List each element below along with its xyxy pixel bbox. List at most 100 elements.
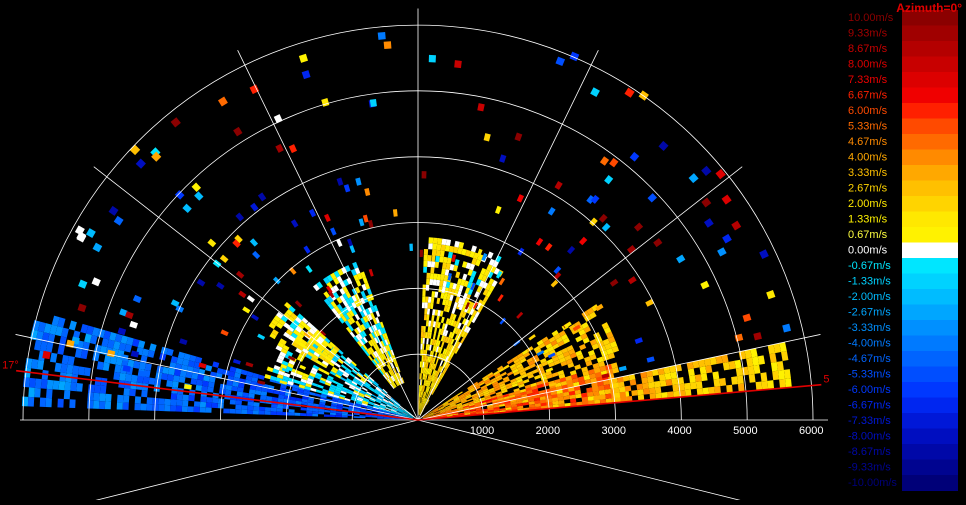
velocity-cell: [422, 290, 425, 296]
velocity-cell: [312, 414, 318, 417]
velocity-cell: [177, 394, 183, 400]
velocity-cell: [253, 402, 259, 407]
velocity-cell: [207, 387, 214, 393]
velocity-cell: [317, 384, 323, 388]
velocity-cell: [499, 278, 505, 286]
velocity-cell: [756, 381, 763, 390]
velocity-cell: [766, 290, 775, 299]
colorbar-label: 2.00m/s: [848, 198, 888, 210]
colorbar-label: 0.67m/s: [848, 229, 888, 241]
colorbar-label: -8.67m/s: [848, 446, 891, 458]
velocity-cell: [743, 314, 752, 322]
velocity-cell: [507, 371, 513, 376]
velocity-cell: [551, 280, 559, 288]
colorbar-label: -0.67m/s: [848, 260, 891, 272]
velocity-cell: [569, 52, 579, 62]
velocity-cell: [422, 344, 424, 350]
velocity-cell: [753, 365, 760, 374]
velocity-cell: [277, 405, 283, 409]
colorbar-label: 2.67m/s: [848, 183, 888, 195]
velocity-cell: [60, 364, 67, 374]
velocity-cell: [158, 398, 164, 405]
velocity-cell: [426, 279, 430, 285]
velocity-cell: [605, 389, 612, 395]
velocity-cell: [434, 327, 437, 333]
velocity-cell: [252, 251, 260, 259]
velocity-cell: [135, 396, 141, 403]
velocity-cell: [93, 401, 99, 409]
velocity-cell: [301, 407, 307, 410]
velocity-cell: [660, 380, 667, 387]
velocity-cell: [337, 177, 344, 185]
colorbar-label: -5.33m/s: [848, 369, 891, 381]
velocity-cell: [66, 364, 73, 373]
velocity-cell: [306, 411, 312, 414]
velocity-cell: [238, 291, 246, 299]
velocity-cell: [600, 156, 609, 165]
velocity-cell: [87, 392, 93, 400]
velocity-cell: [247, 406, 253, 411]
velocity-cell: [421, 326, 424, 332]
velocity-cell: [690, 382, 697, 389]
velocity-cell: [205, 407, 211, 412]
velocity-cell: [233, 359, 241, 365]
velocity-cell: [671, 378, 678, 385]
velocity-cell: [174, 369, 181, 376]
velocity-cell: [627, 245, 636, 254]
velocity-cell: [429, 279, 433, 285]
velocity-cell: [258, 192, 266, 201]
velocity-cell: [440, 250, 445, 256]
velocity-cell: [84, 367, 91, 376]
colorbar-swatch: [902, 382, 958, 398]
velocity-cell: [245, 362, 253, 367]
velocity-cell: [441, 317, 445, 323]
velocity-cell: [114, 365, 121, 373]
velocity-cell: [590, 87, 600, 97]
velocity-cell: [200, 407, 206, 413]
elevation-label: 17°: [2, 360, 19, 372]
velocity-cell: [236, 400, 242, 405]
velocity-cell: [78, 280, 87, 289]
velocity-cell: [58, 381, 65, 390]
velocity-cell: [689, 173, 699, 183]
velocity-cell: [197, 279, 206, 287]
velocity-cell: [225, 390, 232, 395]
velocity-cell: [188, 406, 194, 412]
velocity-cell: [123, 395, 129, 403]
velocity-cell: [368, 355, 373, 361]
velocity-cell: [567, 246, 575, 254]
velocity-cell: [359, 218, 365, 226]
colorbar-label: -3.33m/s: [848, 322, 891, 334]
velocity-cell: [35, 378, 42, 388]
colorbar-label: 8.00m/s: [848, 59, 888, 71]
velocity-cell: [422, 171, 427, 178]
velocity-cell: [87, 400, 93, 408]
colorbar-swatch: [902, 413, 958, 429]
velocity-cell: [179, 376, 186, 383]
colorbar-label: 3.33m/s: [848, 167, 888, 179]
velocity-cell: [436, 316, 440, 322]
velocity-cell: [173, 375, 180, 382]
colorbar-swatch: [902, 320, 958, 336]
velocity-cell: [454, 60, 462, 68]
velocity-cell: [105, 401, 111, 409]
velocity-cell: [471, 245, 477, 252]
velocity-cell: [684, 383, 691, 390]
velocity-cell: [437, 238, 442, 244]
velocity-cell: [672, 384, 679, 391]
colorbar-swatch: [902, 26, 958, 42]
velocity-cell: [713, 379, 720, 387]
colorbar-swatch: [902, 243, 958, 259]
velocity-cell: [375, 311, 380, 318]
velocity-cell: [499, 154, 506, 163]
velocity-cell: [315, 393, 321, 397]
velocity-cell: [212, 361, 219, 368]
velocity-cell: [162, 367, 169, 374]
velocity-cell: [176, 400, 182, 406]
velocity-cell: [772, 371, 779, 380]
velocity-cell: [247, 410, 253, 414]
colorbar-swatch: [902, 88, 958, 104]
velocity-cell: [753, 332, 762, 340]
velocity-cell: [545, 243, 553, 251]
